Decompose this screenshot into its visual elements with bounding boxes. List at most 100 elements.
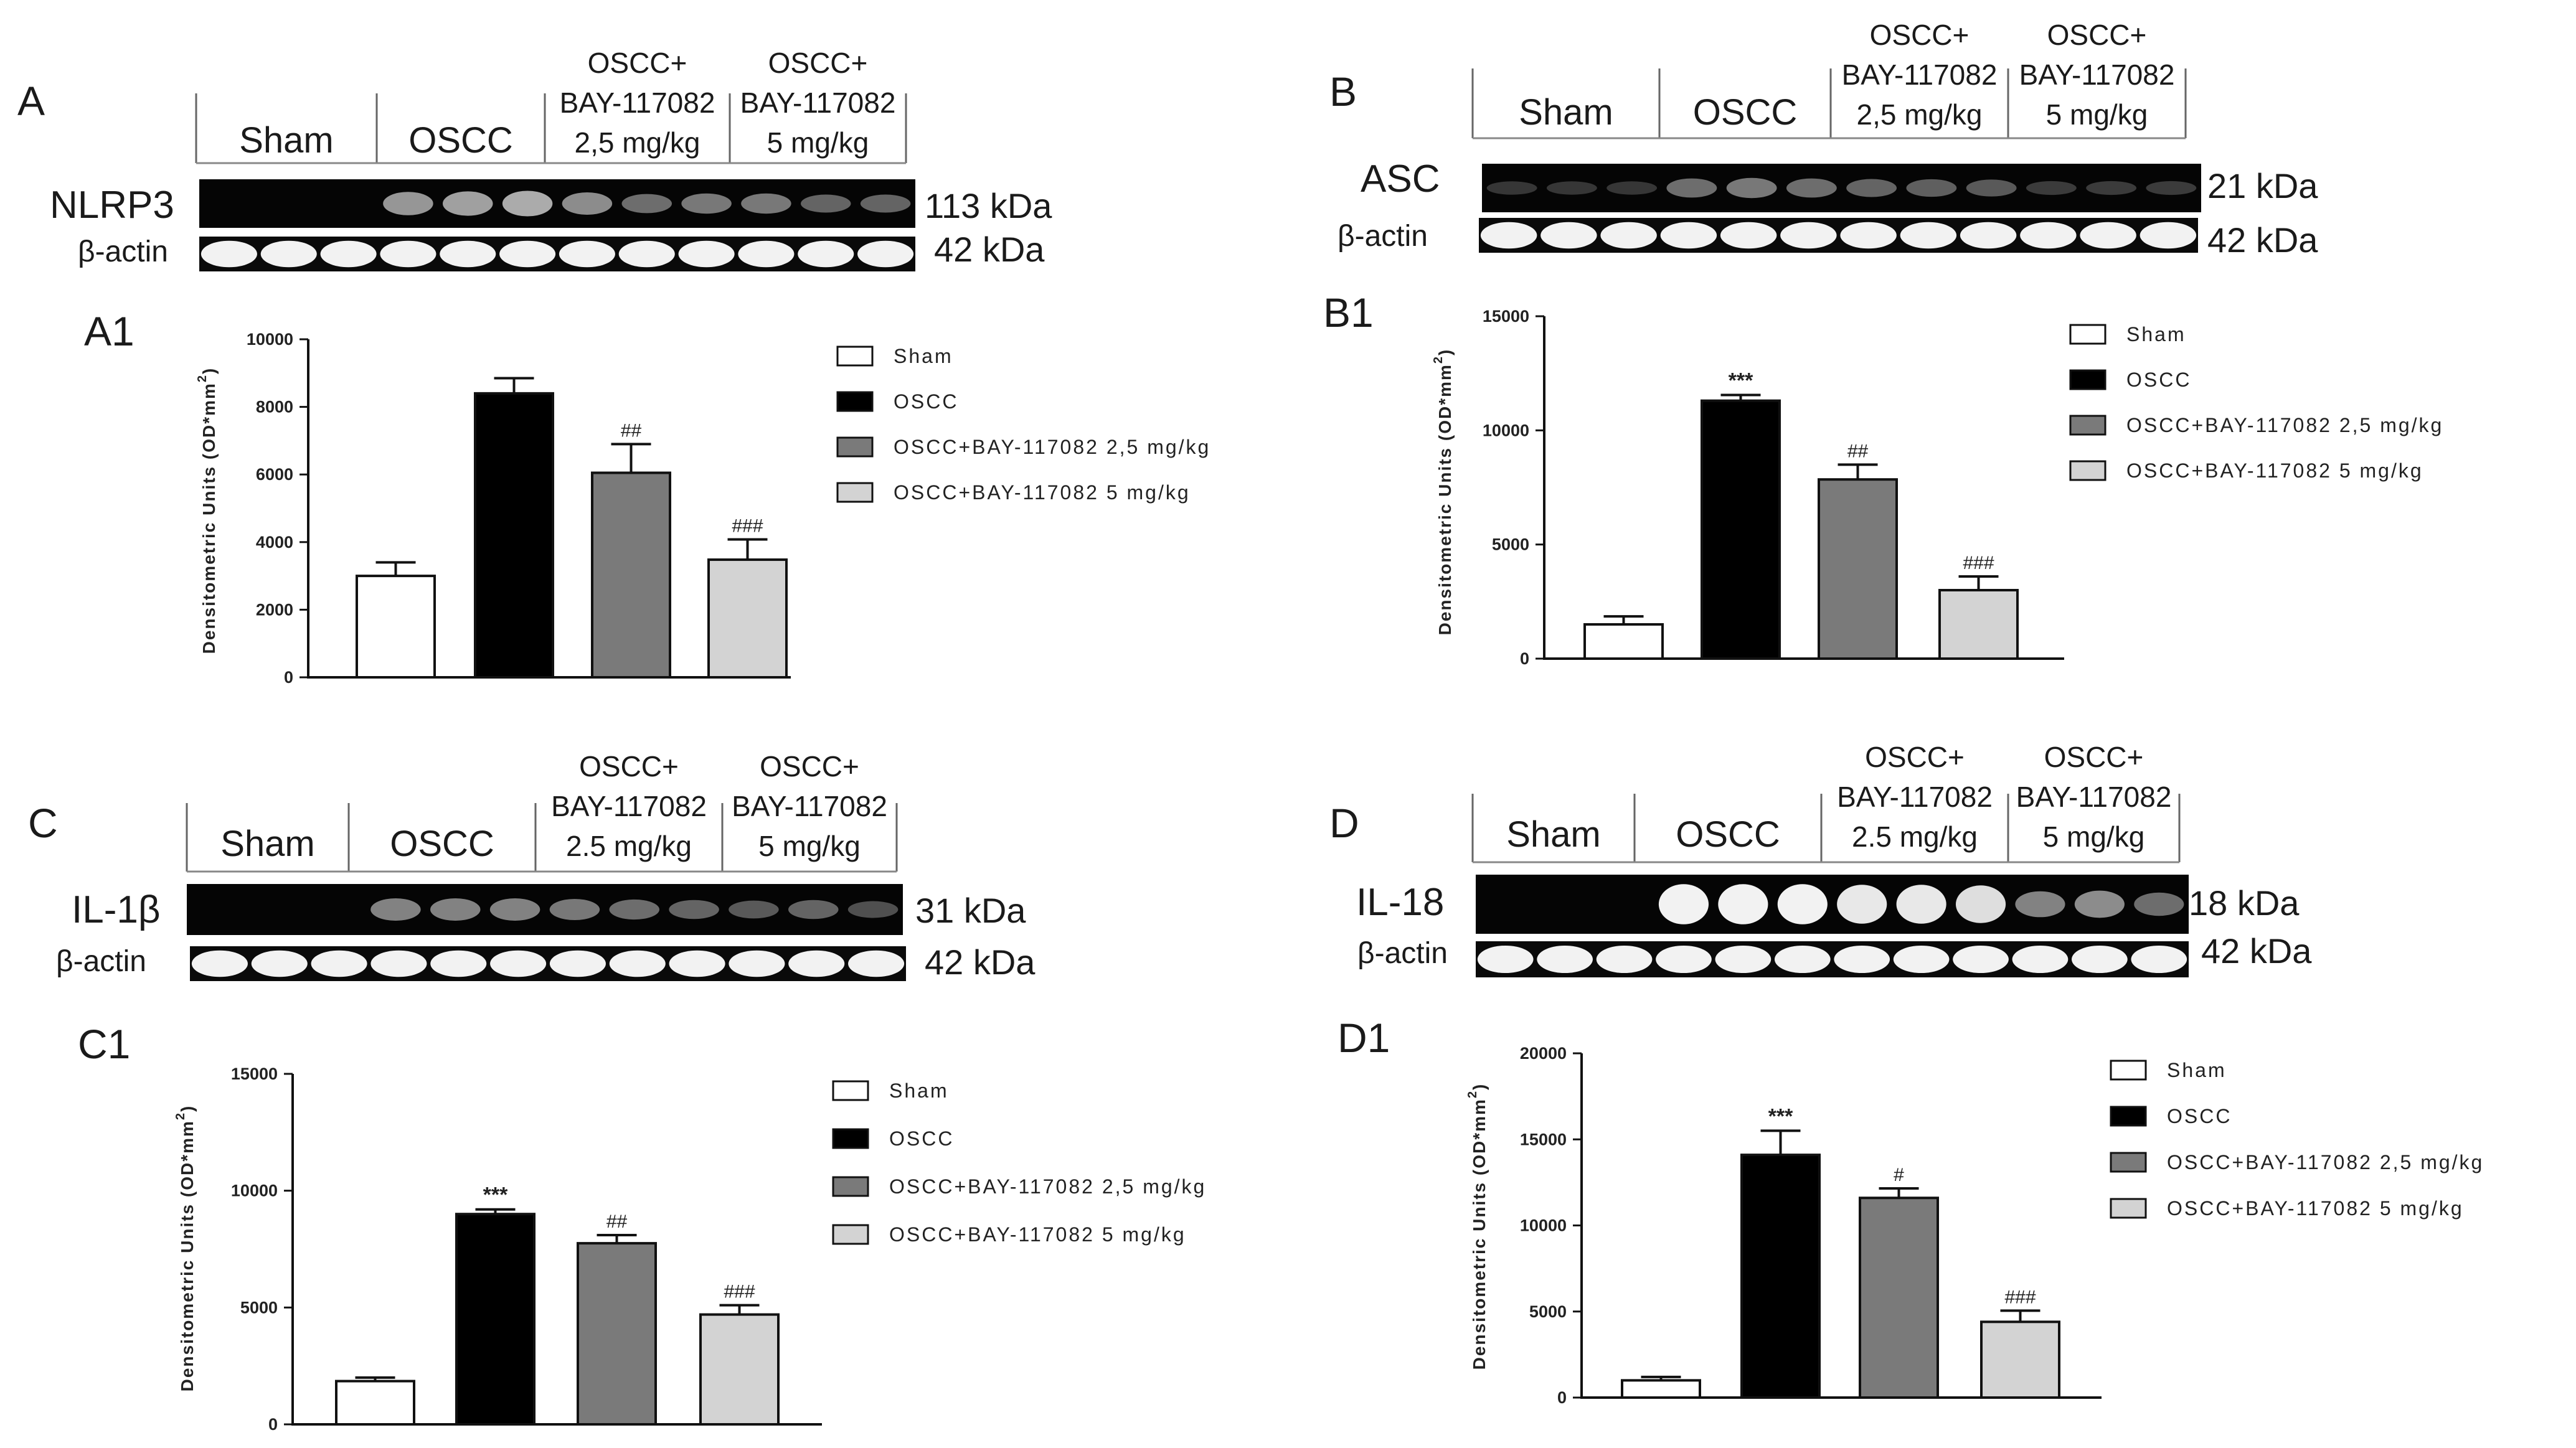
y-tick-label: 4000	[256, 533, 293, 552]
legend-entry: OSCC+BAY-117082 2,5 mg/kg	[894, 436, 1210, 458]
panel-letter: D	[1329, 800, 1359, 846]
actin-band	[440, 240, 496, 268]
group-label: Sham	[220, 824, 315, 864]
protein-band	[1486, 181, 1537, 195]
protein-blot-strip	[187, 884, 903, 935]
blot-panel-d: D Sham OSCC OSCC+ BAY-117082 2.5 mg/kg OSCC+ BA…	[1329, 741, 2312, 977]
y-tick-label: 8000	[256, 398, 293, 416]
y-axis-label-sup: 2	[1466, 1090, 1479, 1098]
bar-3	[1818, 478, 1898, 661]
protein-band	[669, 900, 719, 919]
group-label: OSCC+	[588, 47, 687, 79]
y-tick-label: 5000	[1529, 1302, 1567, 1321]
loading-control-label: β-actin	[1357, 937, 1448, 970]
protein-band	[549, 898, 600, 921]
legend-swatch	[832, 1128, 869, 1149]
significance-mark: ##	[621, 420, 642, 441]
bar-4	[699, 1313, 780, 1426]
protein-band	[430, 898, 481, 921]
group-label: OSCC	[408, 120, 513, 161]
legend-entry: OSCC+BAY-117082 5 mg/kg	[889, 1223, 1186, 1246]
loading-kda: 42 kDa	[934, 230, 1045, 269]
y-tick-label: 0	[284, 668, 293, 687]
actin-band	[1480, 222, 1537, 249]
significance-mark: ###	[732, 515, 763, 536]
protein-band	[502, 190, 553, 217]
legend-swatch	[2069, 415, 2107, 436]
actin-band	[1834, 945, 1890, 974]
legend-swatch	[2069, 460, 2107, 481]
legend-swatch	[836, 346, 874, 367]
y-tick-label: 0	[1557, 1388, 1567, 1407]
protein-band	[1658, 884, 1709, 924]
protein-kda: 21 kDa	[2207, 166, 2318, 205]
chart-b1: B1 0 5000 10000 15000 Densitometric Units (OD…	[1323, 289, 2442, 668]
y-axis-label: Densitometric Units (OD*mm2)	[196, 367, 219, 654]
significance-mark: ###	[2004, 1287, 2036, 1307]
group-label: BAY-117082	[1837, 781, 1993, 813]
actin-band	[1660, 222, 1717, 249]
y-axis-label: Densitometric Units (OD*mm2)	[1466, 1083, 1489, 1370]
protein-band	[609, 899, 659, 920]
y-tick-label: 10000	[1520, 1216, 1567, 1235]
significance-mark: ###	[724, 1282, 755, 1302]
actin-band	[1540, 222, 1597, 249]
actin-band	[1840, 222, 1897, 249]
y-axis-label: Densitometric Units (OD*mm2)	[174, 1105, 197, 1392]
group-label: Sham	[239, 120, 334, 161]
actin-band	[1596, 945, 1653, 974]
group-label: OSCC+	[579, 750, 679, 783]
actin-band	[2080, 222, 2136, 249]
panel-letter: C	[28, 800, 58, 846]
actin-band	[370, 950, 427, 977]
bar-1	[356, 575, 436, 679]
protein-label: NLRP3	[50, 184, 174, 227]
chart-panel-label: A1	[84, 308, 134, 354]
legend-swatch	[832, 1080, 869, 1101]
actin-band	[669, 950, 725, 977]
protein-band	[1906, 179, 1957, 197]
loading-control-label: β-actin	[1338, 220, 1428, 253]
actin-band	[848, 950, 905, 977]
actin-band	[1720, 222, 1777, 249]
protein-blot-strip	[199, 179, 915, 228]
protein-kda: 31 kDa	[915, 891, 1026, 930]
legend-entry: OSCC	[889, 1127, 954, 1150]
actin-band	[2140, 222, 2197, 249]
y-tick-label: 0	[268, 1415, 278, 1434]
protein-band	[741, 193, 791, 214]
bar-3	[577, 1242, 657, 1426]
bar-2	[455, 1213, 535, 1426]
protein-band	[383, 192, 433, 215]
legend-swatch	[2069, 369, 2107, 390]
group-label: BAY-117082	[2019, 59, 2175, 91]
protein-band	[1966, 179, 2017, 197]
y-tick-label: 20000	[1520, 1044, 1567, 1063]
actin-band	[2072, 945, 2128, 974]
actin-band	[857, 240, 914, 268]
protein-label: IL-18	[1356, 881, 1444, 924]
group-label: OSCC+	[2047, 19, 2147, 51]
y-axis-label-close: )	[1470, 1083, 1489, 1090]
protein-band	[1837, 885, 1887, 924]
actin-band	[1715, 945, 1772, 974]
legend-entry: OSCC+BAY-117082 2,5 mg/kg	[2167, 1151, 2484, 1173]
legend-swatch	[2110, 1106, 2147, 1127]
protein-band	[1896, 885, 1946, 924]
y-tick-label: 10000	[231, 1182, 278, 1200]
y-tick-label: 0	[1520, 649, 1529, 668]
protein-band	[2015, 891, 2065, 918]
significance-mark: ***	[1729, 369, 1753, 393]
protein-band	[2074, 890, 2125, 918]
actin-band	[738, 240, 795, 268]
y-axis-label-sup: 2	[196, 374, 209, 382]
y-axis-label-close: )	[199, 367, 219, 374]
y-tick-label: 2000	[256, 600, 293, 619]
chart-panel-label: D1	[1338, 1015, 1390, 1061]
protein-band	[801, 194, 851, 213]
loading-kda: 42 kDa	[925, 943, 1036, 982]
legend-entry: OSCC+BAY-117082 2,5 mg/kg	[889, 1175, 1206, 1198]
protein-band	[1786, 178, 1837, 198]
protein-band	[1777, 884, 1828, 924]
legend-entry: Sham	[889, 1079, 949, 1102]
